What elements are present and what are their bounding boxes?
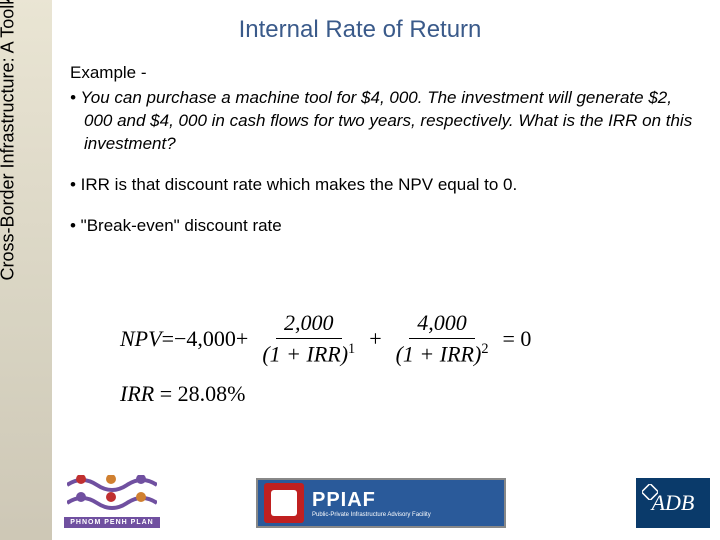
irr-value: = 28.08% [160, 381, 246, 406]
content-area: Example - • You can purchase a machine t… [70, 62, 700, 238]
fraction-2: 4,000 (1 + IRR)2 [388, 310, 497, 367]
frac2-num: 4,000 [409, 310, 475, 339]
ppp-label-text: PHNOM PENH PLAN [64, 517, 159, 528]
ppiaf-badge-icon [264, 483, 304, 523]
plus-2: + [369, 326, 381, 352]
frac1-den: (1 + IRR)1 [254, 339, 363, 367]
bullet-example-text: • You can purchase a machine tool for $4… [70, 87, 700, 156]
irr-label: IRR [120, 381, 154, 406]
logo-adb: ADB [636, 478, 710, 528]
ppp-icon [67, 475, 157, 511]
npv-lhs: NPV [120, 326, 162, 352]
eq-sign-1: = [162, 326, 174, 352]
frac2-den: (1 + IRR)2 [388, 339, 497, 367]
term-initial: −4,000 [174, 326, 236, 352]
wave-icon [67, 475, 157, 511]
frac1-num: 2,000 [276, 310, 342, 339]
irr-result: IRR = 28.08% [120, 381, 531, 407]
footer-logos: PHNOM PENH PLAN PPIAF Public-Private Inf… [0, 475, 720, 528]
adb-symbol-icon [642, 484, 658, 500]
bullet-irr-definition: • IRR is that discount rate which makes … [70, 174, 700, 197]
plus-1: + [236, 326, 248, 352]
slide-title: Internal Rate of Return [0, 16, 720, 44]
bullet-breakeven: • "Break-even" discount rate [70, 215, 700, 238]
logo-ppiaf: PPIAF Public-Private Infrastructure Advi… [256, 478, 506, 528]
formula-block: NPV = −4,000 + 2,000 (1 + IRR)1 + 4,000 … [120, 310, 531, 407]
ppiaf-main-text: PPIAF [312, 489, 431, 512]
adb-text: ADB [652, 490, 695, 516]
example-heading: Example - [70, 62, 700, 85]
ppiaf-sub-text: Public-Private Infrastructure Advisory F… [312, 512, 431, 518]
fraction-1: 2,000 (1 + IRR)1 [254, 310, 363, 367]
eq-zero: = 0 [502, 326, 531, 352]
npv-equation: NPV = −4,000 + 2,000 (1 + IRR)1 + 4,000 … [120, 310, 531, 367]
logo-phnom-penh-plan: PHNOM PENH PLAN [58, 475, 166, 528]
